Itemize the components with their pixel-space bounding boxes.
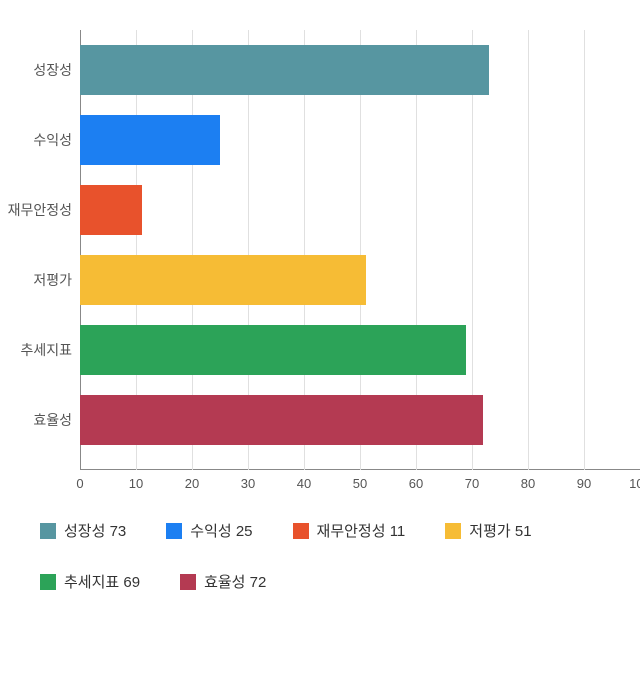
legend-swatch [166, 523, 182, 539]
legend-item: 저평가 51 [445, 520, 531, 541]
bar [80, 185, 142, 235]
legend-item: 추세지표 69 [40, 571, 140, 592]
legend-label: 추세지표 69 [64, 571, 140, 592]
plot-area: 0102030405060708090100성장성수익성재무안정성저평가추세지표… [80, 30, 640, 470]
x-tick-label: 100 [629, 470, 640, 491]
bar [80, 325, 466, 375]
y-axis-label: 효율성 [33, 410, 80, 430]
x-tick-label: 80 [521, 470, 535, 491]
legend-swatch [40, 574, 56, 590]
x-tick-label: 70 [465, 470, 479, 491]
legend-swatch [293, 523, 309, 539]
x-tick-label: 60 [409, 470, 423, 491]
x-tick-label: 40 [297, 470, 311, 491]
bar [80, 255, 366, 305]
legend-item: 성장성 73 [40, 520, 126, 541]
x-tick-label: 10 [129, 470, 143, 491]
x-tick-label: 0 [76, 470, 83, 491]
legend-item: 재무안정성 11 [293, 520, 406, 541]
legend-label: 수익성 25 [190, 520, 252, 541]
bar [80, 395, 483, 445]
x-tick-label: 20 [185, 470, 199, 491]
x-tick-label: 50 [353, 470, 367, 491]
x-tick-label: 90 [577, 470, 591, 491]
legend-item: 효율성 72 [180, 571, 266, 592]
legend-label: 효율성 72 [204, 571, 266, 592]
bar [80, 45, 489, 95]
chart-container: 0 10 20 30 40 50 60 70 80 90 100 성장성수익성재무안정성저평가추세지표… [0, 0, 640, 700]
x-tick-label: 30 [241, 470, 255, 491]
bar-row [80, 325, 466, 375]
bar [80, 115, 220, 165]
legend-item: 수익성 25 [166, 520, 252, 541]
legend-label: 저평가 51 [469, 520, 531, 541]
legend-label: 재무안정성 11 [317, 520, 406, 541]
bar-row [80, 185, 142, 235]
bar-row [80, 395, 483, 445]
bar-row [80, 255, 366, 305]
y-axis-label: 수익성 [33, 130, 80, 150]
y-axis-label: 추세지표 [20, 340, 80, 360]
y-axis-label: 저평가 [33, 270, 80, 290]
legend-label: 성장성 73 [64, 520, 126, 541]
legend-swatch [180, 574, 196, 590]
grid-line [528, 30, 529, 470]
legend-swatch [445, 523, 461, 539]
bar-row [80, 115, 220, 165]
y-axis-label: 성장성 [33, 60, 80, 80]
legend: 성장성 73 수익성 25 재무안정성 11 저평가 51 추세지표 69 효율성 72 [40, 520, 620, 592]
legend-swatch [40, 523, 56, 539]
y-axis-label: 재무안정성 [8, 200, 80, 220]
grid-line [584, 30, 585, 470]
bar-row [80, 45, 489, 95]
